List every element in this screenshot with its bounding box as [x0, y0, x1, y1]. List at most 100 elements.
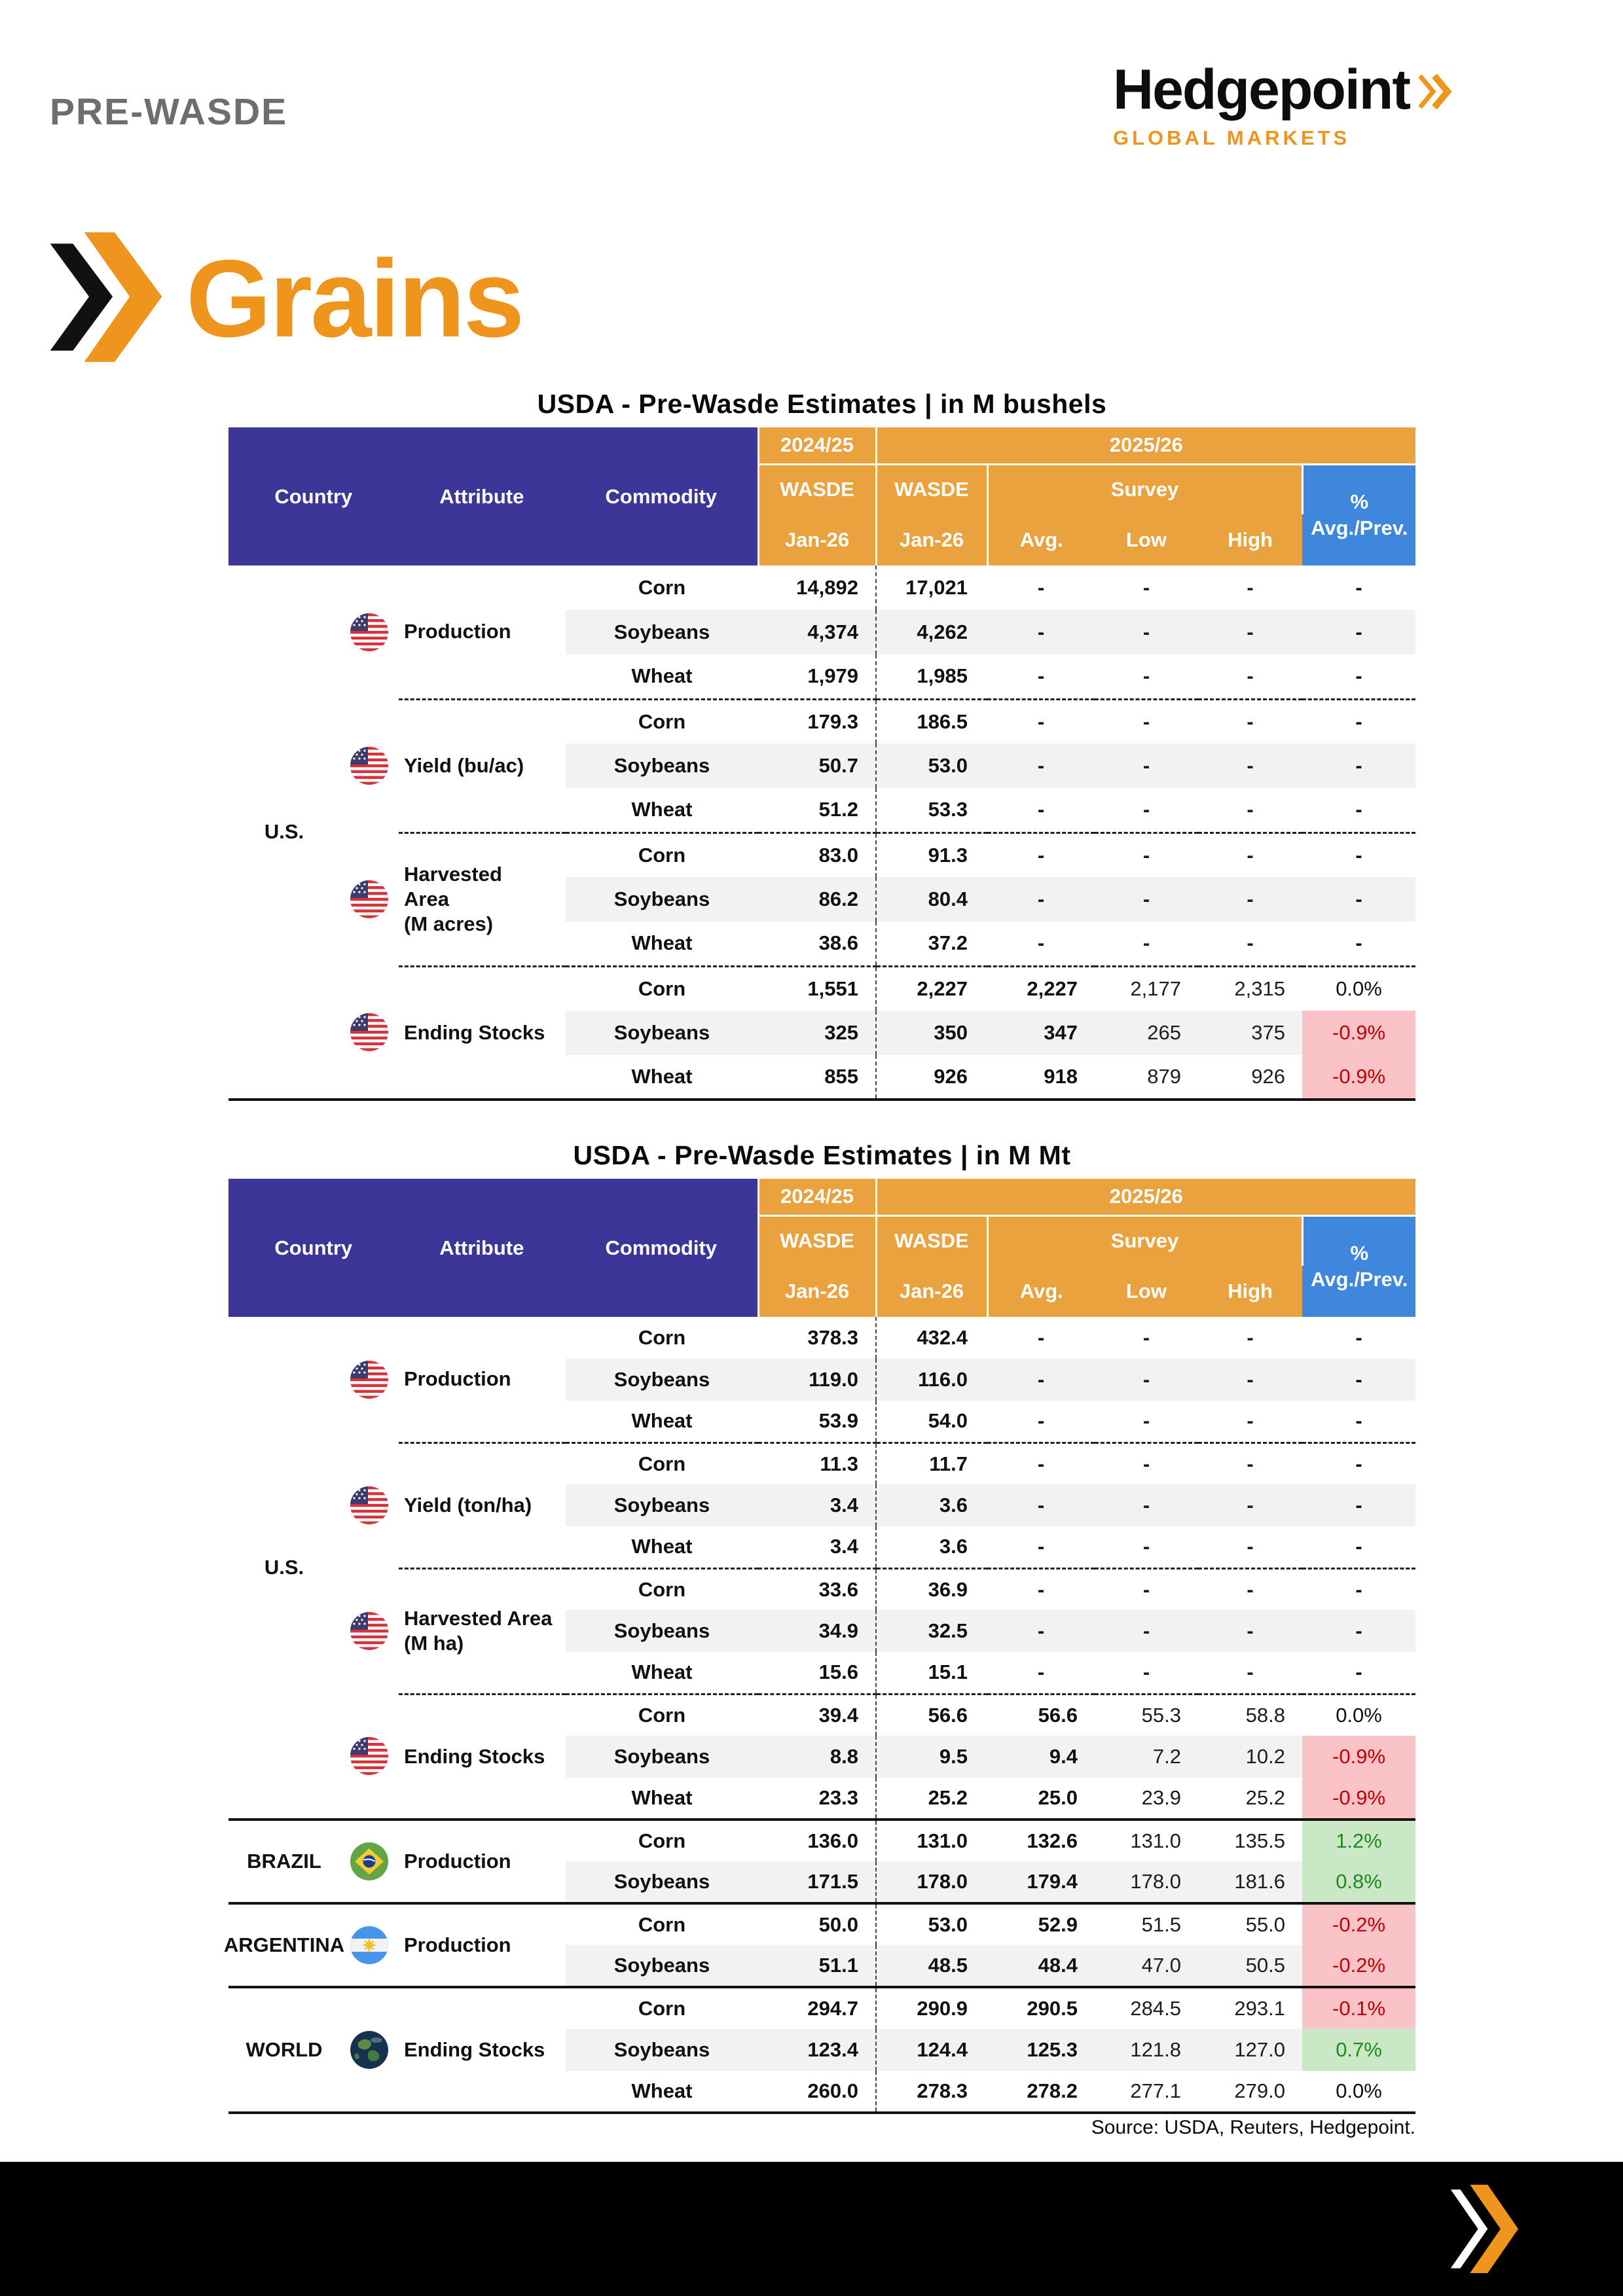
table-mt: Country Attribute Commodity 2024/25 2025/26 W… [224, 1179, 1416, 2114]
report-kicker: PRE-WASDE [50, 91, 288, 133]
attribute-cell: Ending Stocks [399, 1693, 566, 1820]
high-cell: 293.1 [1198, 1986, 1302, 2029]
high-cell: - [1198, 831, 1302, 877]
table-mt-wrap: USDA - Pre-Wasde Estimates | in M Mt Cou… [224, 1140, 1416, 2114]
wasde-cur-cell: 48.5 [876, 1945, 987, 1987]
pct-cell: - [1302, 610, 1416, 655]
avg-cell: 52.9 [987, 1902, 1095, 1945]
brand-logo: Hedgepoint GLOBAL MARKETS [1113, 58, 1545, 150]
commodity-cell: Soybeans [566, 1861, 758, 1903]
high-cell: - [1247, 1409, 1254, 1433]
high-cell: 10.2 [1198, 1736, 1302, 1778]
low-cell: 879 [1147, 1065, 1181, 1088]
wasde-cur-cell: 926 [934, 1065, 968, 1088]
pct-cell: 1.2% [1302, 1818, 1416, 1861]
table-row: Soybeans 51.1 48.5 48.4 47.0 50.5 -0.2% [228, 1945, 1416, 1987]
low-cell: - [1142, 1326, 1150, 1349]
high-cell: 55.0 [1198, 1902, 1302, 1945]
table-row: Wheat 3.4 3.6 - - - - [228, 1526, 1415, 1568]
flag-cell [340, 833, 399, 966]
wasde-prev-cell: 123.4 [758, 2029, 877, 2071]
wasde-prev-cell: 1,551 [758, 965, 877, 1011]
commodity-cell: Wheat [631, 931, 693, 955]
avg-header: Avg. [987, 514, 1095, 565]
high-cell: - [1247, 1535, 1254, 1558]
pct-cell: 0.0% [1302, 1693, 1416, 1736]
table-row: Soybeans 3.4 3.6- - - - [228, 1484, 1416, 1526]
low-cell: 284.5 [1095, 1986, 1198, 2029]
attribute-cell: Production [404, 1367, 511, 1391]
pct-cell: - [1355, 576, 1362, 599]
commodity-column-header: Commodity [605, 484, 718, 508]
attribute-cell: Ending Stocks [399, 965, 566, 1100]
pct-cell: - [1302, 1567, 1416, 1610]
flag-cell [340, 1902, 399, 1987]
data-table: Country Attribute Commodity 2024/25 2025/26 W… [228, 427, 1416, 1101]
avg-cell: - [1037, 1326, 1045, 1349]
low-header: Low [1095, 514, 1198, 565]
pct-cell: -0.2% [1302, 1902, 1416, 1945]
wasde-prev-cell: 51.1 [758, 1945, 877, 1987]
source-note: Source: USDA, Reuters, Hedgepoint. [1091, 2117, 1415, 2138]
country-label: U.S. [264, 820, 304, 843]
avg-cell: - [1037, 798, 1045, 821]
pct-cell: - [1302, 831, 1416, 877]
high-header: High [1198, 514, 1302, 565]
wasde-cur-cell: 91.3 [876, 831, 987, 877]
avg-cell: 48.4 [987, 1945, 1095, 1987]
flag-cell [340, 565, 399, 699]
avg-cell: - [1037, 1409, 1045, 1433]
high-cell: 181.6 [1198, 1861, 1302, 1903]
country-label: U.S. [264, 1556, 304, 1579]
flag-cell [340, 1986, 399, 2113]
low-cell: 277.1 [1130, 2079, 1181, 2102]
low-cell: 178.0 [1095, 1861, 1198, 1903]
pct-column-header: % Avg./Prev. [1302, 1215, 1416, 1317]
table-row: Harvested Area (M ha) Corn 33.6 36.9- - - - [228, 1567, 1416, 1694]
avg-cell: - [987, 1441, 1095, 1484]
month-cur-header: Jan-26 [876, 1266, 989, 1317]
high-cell: - [1198, 1610, 1302, 1652]
commodity-cell: Soybeans [566, 877, 758, 922]
pct-cell: 0.7% [1302, 2029, 1416, 2071]
table-row: Wheat 23.3 25.2 25.0 23.9 25.2 -0.9% [228, 1778, 1416, 1820]
avg-cell: 25.0 [1038, 1786, 1078, 1809]
low-cell: - [1095, 831, 1198, 877]
table-row: BRAZIL Production Corn 136.0 131.0 132.6 131.0… [228, 1818, 1416, 1903]
commodity-cell: Soybeans [566, 1484, 758, 1526]
low-cell: - [1142, 931, 1150, 955]
table-row: Yield (bu/ac) Corn 179.3 186.5- - - - [228, 698, 1416, 833]
high-cell: - [1247, 576, 1254, 599]
country-column-header: Country [274, 1236, 353, 1259]
low-cell: - [1095, 877, 1198, 922]
pct-cell: -0.9% [1302, 1011, 1416, 1055]
wasde-cur-cell: 4,262 [876, 610, 987, 655]
attribute-column-header: Attribute [439, 484, 524, 508]
avg-cell: - [1037, 1660, 1045, 1684]
commodity-cell: Soybeans [566, 2029, 758, 2071]
wasde-prev-cell: 34.9 [758, 1610, 877, 1652]
wasde-cur-cell: 350 [876, 1011, 987, 1055]
commodity-cell: Corn [566, 1441, 758, 1484]
high-cell: 2,315 [1198, 965, 1302, 1011]
table-row: Ending Stocks Corn 39.4 56.6 56.6 55.3 58.8 0.0… [228, 1693, 1416, 1820]
commodity-cell: Corn [566, 1567, 758, 1610]
wasde-prev-cell: 855 [758, 1055, 877, 1100]
low-cell: - [1142, 1409, 1150, 1433]
wasde-cur-cell: 278.3 [917, 2079, 968, 2102]
table-row: Wheat 38.6 37.2 - - - - [228, 922, 1415, 966]
table-row: U.S. Production Corn 378.3 432.4- - - - [228, 1317, 1415, 1579]
table-row: Soybeans 171.5 178.0 179.4 178.0 181.6 0.8% [228, 1861, 1416, 1903]
flag-cell [340, 966, 399, 1100]
table-row: Wheat 15.6 15.1 - - - - [228, 1652, 1415, 1694]
avg-cell: 125.3 [987, 2029, 1095, 2071]
wasde-prev-cell: 83.0 [758, 831, 877, 877]
country-cell: ARGENTINA [224, 1902, 344, 1987]
avg-cell: - [987, 1484, 1095, 1526]
wasde-cur-cell: 25.2 [928, 1786, 968, 1809]
pct-cell: -0.9% [1302, 1778, 1416, 1820]
wasde-prev-cell: 51.2 [758, 788, 877, 833]
table-row: Soybeans 119.0 116.0- - - - [228, 1359, 1416, 1401]
high-cell: - [1198, 698, 1302, 744]
us-flag-icon [350, 1737, 388, 1775]
